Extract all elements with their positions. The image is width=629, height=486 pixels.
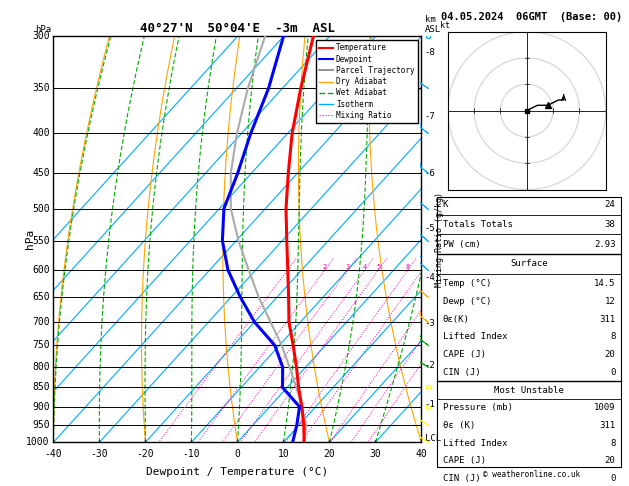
Text: 600: 600 — [32, 265, 50, 275]
Text: hPa: hPa — [25, 229, 35, 249]
Text: hPa: hPa — [35, 25, 52, 35]
Legend: Temperature, Dewpoint, Parcel Trajectory, Dry Adiabat, Wet Adiabat, Isotherm, Mi: Temperature, Dewpoint, Parcel Trajectory… — [316, 40, 418, 123]
Text: -20: -20 — [136, 449, 154, 459]
Text: 40: 40 — [416, 449, 427, 459]
Text: -40: -40 — [45, 449, 62, 459]
Text: 8: 8 — [610, 439, 615, 448]
Text: -5: -5 — [425, 224, 435, 233]
Text: -30: -30 — [91, 449, 108, 459]
Text: 0: 0 — [610, 368, 615, 377]
Text: 950: 950 — [32, 420, 50, 430]
Text: 1: 1 — [286, 264, 290, 270]
Text: CAPE (J): CAPE (J) — [443, 350, 486, 359]
Text: PW (cm): PW (cm) — [443, 240, 481, 249]
Text: 3: 3 — [346, 264, 350, 270]
Text: 311: 311 — [599, 314, 615, 324]
Text: 750: 750 — [32, 340, 50, 350]
Text: 650: 650 — [32, 292, 50, 302]
Text: 0: 0 — [610, 474, 615, 483]
Text: © weatheronline.co.uk: © weatheronline.co.uk — [483, 469, 580, 479]
Text: 700: 700 — [32, 317, 50, 327]
Text: 30: 30 — [370, 449, 381, 459]
Text: Mixing Ratio (g/kg): Mixing Ratio (g/kg) — [435, 192, 444, 287]
Text: 2: 2 — [323, 264, 327, 270]
Text: Dewpoint / Temperature (°C): Dewpoint / Temperature (°C) — [147, 468, 328, 477]
Text: 38: 38 — [604, 220, 615, 229]
Text: Lifted Index: Lifted Index — [443, 439, 507, 448]
Text: -4: -4 — [425, 273, 435, 282]
Text: 20: 20 — [604, 456, 615, 466]
Text: km
ASL: km ASL — [425, 15, 441, 35]
Text: 1000: 1000 — [26, 437, 50, 447]
Text: -6: -6 — [425, 169, 435, 178]
Text: K: K — [443, 200, 448, 209]
Text: 900: 900 — [32, 402, 50, 412]
Text: θε (K): θε (K) — [443, 421, 475, 430]
Text: CAPE (J): CAPE (J) — [443, 456, 486, 466]
Title: 40°27'N  50°04'E  -3m  ASL: 40°27'N 50°04'E -3m ASL — [140, 22, 335, 35]
Text: 800: 800 — [32, 362, 50, 372]
Text: 4: 4 — [363, 264, 367, 270]
Text: -7: -7 — [425, 112, 435, 121]
Text: 2.93: 2.93 — [594, 240, 615, 249]
Text: Dewp (°C): Dewp (°C) — [443, 297, 491, 306]
Text: 400: 400 — [32, 128, 50, 139]
Text: 8: 8 — [610, 332, 615, 341]
Text: 850: 850 — [32, 382, 50, 393]
Text: 10: 10 — [277, 449, 289, 459]
Text: CIN (J): CIN (J) — [443, 474, 481, 483]
Text: 14.5: 14.5 — [594, 279, 615, 288]
Text: θε(K): θε(K) — [443, 314, 469, 324]
Text: Most Unstable: Most Unstable — [494, 385, 564, 395]
Text: Lifted Index: Lifted Index — [443, 332, 507, 341]
Text: -2: -2 — [425, 361, 435, 370]
Text: -10: -10 — [182, 449, 200, 459]
Text: 20: 20 — [323, 449, 335, 459]
Text: 311: 311 — [599, 421, 615, 430]
Text: LCL: LCL — [425, 434, 441, 443]
Text: 0: 0 — [235, 449, 240, 459]
Text: kt: kt — [440, 21, 450, 31]
Text: 24: 24 — [604, 200, 615, 209]
Text: 8: 8 — [406, 264, 410, 270]
Text: CIN (J): CIN (J) — [443, 368, 481, 377]
Text: 350: 350 — [32, 84, 50, 93]
Text: 20: 20 — [604, 350, 615, 359]
Text: Totals Totals: Totals Totals — [443, 220, 513, 229]
Text: Surface: Surface — [510, 260, 548, 268]
Text: 300: 300 — [32, 32, 50, 41]
Text: -1: -1 — [425, 400, 435, 409]
Text: 550: 550 — [32, 236, 50, 246]
Text: Temp (°C): Temp (°C) — [443, 279, 491, 288]
Text: 1009: 1009 — [594, 403, 615, 412]
Text: 500: 500 — [32, 204, 50, 214]
Text: 12: 12 — [604, 297, 615, 306]
Text: Pressure (mb): Pressure (mb) — [443, 403, 513, 412]
Text: 450: 450 — [32, 168, 50, 178]
Text: -3: -3 — [425, 318, 435, 328]
Text: -8: -8 — [425, 49, 435, 57]
Text: 5: 5 — [376, 264, 381, 270]
Text: 04.05.2024  06GMT  (Base: 00): 04.05.2024 06GMT (Base: 00) — [441, 12, 622, 22]
